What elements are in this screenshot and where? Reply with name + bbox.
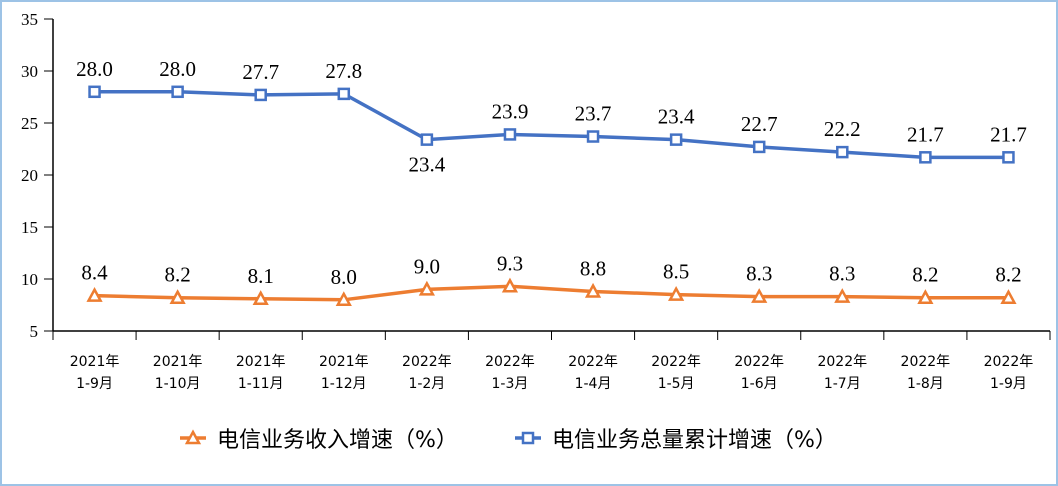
data-label: 27.7 bbox=[242, 60, 279, 84]
data-label: 23.9 bbox=[492, 99, 529, 123]
x-tick-label: 2021年 bbox=[236, 354, 286, 370]
x-tick-label: 1-2月 bbox=[408, 376, 445, 392]
data-point-triangle bbox=[834, 288, 851, 303]
data-point-square bbox=[171, 85, 184, 99]
x-tick-label: 2022年 bbox=[568, 354, 618, 370]
series-line bbox=[94, 90, 1009, 160]
x-tick-label: 1-6月 bbox=[741, 376, 778, 392]
x-tick-label: 2022年 bbox=[402, 354, 452, 370]
data-point-triangle bbox=[86, 287, 103, 302]
x-tick-label: 1-10月 bbox=[155, 376, 201, 392]
data-label: 9.3 bbox=[497, 251, 523, 275]
data-point-square bbox=[420, 133, 434, 146]
data-point-square bbox=[586, 130, 600, 143]
data-point-triangle bbox=[501, 277, 519, 293]
data-label: 23.7 bbox=[575, 102, 612, 126]
data-point-triangle bbox=[335, 291, 352, 307]
data-point-triangle bbox=[668, 285, 685, 301]
data-label: 27.8 bbox=[325, 59, 362, 83]
data-label: 8.2 bbox=[165, 263, 191, 287]
legend-label: 电信业务收入增速（%） bbox=[217, 428, 458, 453]
series-line bbox=[94, 284, 1009, 302]
x-tick-label: 2021年 bbox=[153, 354, 203, 370]
data-label: 23.4 bbox=[409, 153, 446, 177]
data-point-square bbox=[503, 128, 517, 141]
y-tick-label: 25 bbox=[21, 114, 38, 133]
legend-triangle-icon bbox=[184, 429, 202, 445]
data-label: 22.7 bbox=[741, 112, 778, 136]
x-tick-label: 1-11月 bbox=[238, 376, 284, 392]
data-label: 8.8 bbox=[580, 256, 606, 280]
data-point-square bbox=[88, 85, 101, 99]
x-tick-label: 2022年 bbox=[651, 354, 701, 370]
data-label: 8.1 bbox=[248, 264, 274, 288]
data-label: 8.3 bbox=[746, 262, 772, 286]
x-tick-label: 2021年 bbox=[319, 354, 369, 370]
y-tick-label: 30 bbox=[21, 62, 38, 81]
y-tick-label: 15 bbox=[21, 218, 38, 237]
data-label: 8.4 bbox=[81, 261, 108, 285]
data-label: 8.2 bbox=[995, 263, 1021, 287]
y-tick-label: 10 bbox=[21, 270, 38, 289]
x-tick-label: 2022年 bbox=[734, 354, 784, 370]
data-point-square bbox=[752, 140, 766, 154]
data-point-square bbox=[337, 87, 351, 101]
data-point-triangle bbox=[584, 282, 602, 298]
data-point-triangle bbox=[169, 289, 186, 304]
data-point-square bbox=[1002, 151, 1015, 164]
data-point-square bbox=[669, 133, 683, 146]
data-point-triangle bbox=[418, 280, 435, 296]
data-label: 28.0 bbox=[76, 57, 113, 81]
x-tick-label: 1-7月 bbox=[824, 376, 861, 392]
x-tick-label: 1-12月 bbox=[321, 376, 367, 392]
x-tick-label: 1-4月 bbox=[575, 376, 612, 392]
data-label: 8.0 bbox=[331, 265, 357, 289]
data-point-triangle bbox=[1000, 289, 1017, 304]
legend-square-icon bbox=[521, 431, 535, 445]
legend-label: 电信业务总量累计增速（%） bbox=[552, 428, 837, 453]
y-tick-label: 35 bbox=[21, 10, 38, 29]
data-point-triangle bbox=[917, 289, 934, 304]
data-label: 8.5 bbox=[663, 260, 689, 284]
data-label: 28.0 bbox=[159, 57, 196, 81]
x-tick-label: 1-8月 bbox=[907, 376, 944, 392]
x-tick-label: 2022年 bbox=[901, 354, 951, 370]
x-tick-label: 1-9月 bbox=[990, 376, 1027, 392]
x-tick-label: 2022年 bbox=[485, 354, 535, 370]
data-point-triangle bbox=[252, 290, 269, 306]
data-label: 22.2 bbox=[824, 117, 861, 141]
data-point-square bbox=[836, 145, 849, 159]
data-point-triangle bbox=[751, 288, 768, 303]
x-tick-label: 1-3月 bbox=[492, 376, 529, 392]
x-tick-label: 1-5月 bbox=[658, 376, 695, 392]
data-label: 8.3 bbox=[829, 262, 855, 286]
data-label: 9.0 bbox=[414, 254, 440, 278]
data-point-square bbox=[254, 88, 267, 102]
data-label: 21.7 bbox=[907, 122, 944, 146]
x-tick-label: 1-9月 bbox=[76, 376, 113, 392]
y-tick-label: 5 bbox=[30, 322, 39, 341]
data-label: 21.7 bbox=[990, 122, 1027, 146]
x-tick-label: 2021年 bbox=[70, 354, 120, 370]
x-tick-label: 2022年 bbox=[984, 354, 1034, 370]
data-point-square bbox=[919, 151, 932, 164]
x-tick-label: 2022年 bbox=[817, 354, 867, 370]
y-tick-label: 20 bbox=[21, 166, 38, 185]
data-label: 8.2 bbox=[912, 263, 938, 287]
data-label: 23.4 bbox=[658, 105, 695, 129]
